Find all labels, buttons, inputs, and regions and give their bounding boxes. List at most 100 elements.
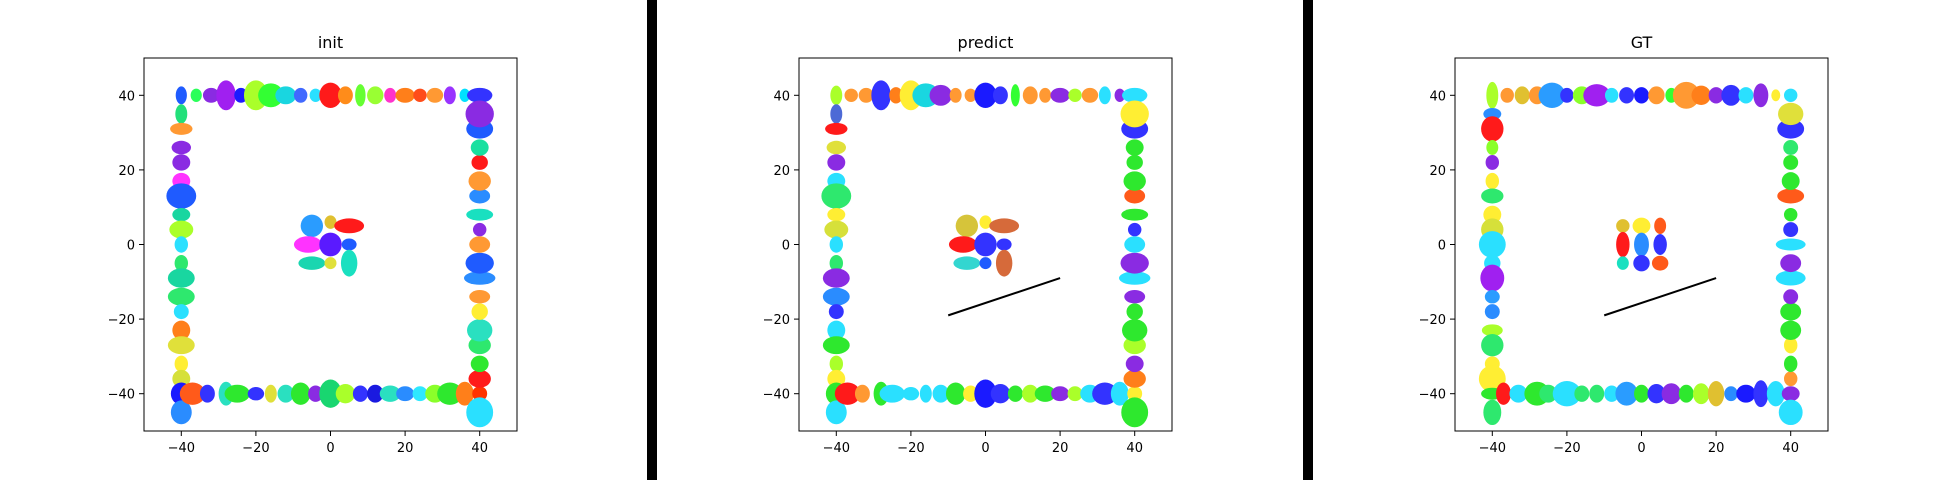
chart-title: init	[318, 33, 343, 52]
ellipse-mark-10	[974, 82, 997, 108]
ellipse-mark-68	[465, 252, 494, 274]
ellipse-mark-81	[948, 236, 978, 253]
ellipse-mark-48	[963, 385, 979, 402]
ellipse-mark-59	[1127, 386, 1143, 402]
ellipse-mark-71	[466, 208, 494, 221]
x-tick-label: −20	[897, 441, 924, 456]
ellipse-mark-27	[1483, 205, 1502, 224]
ellipse-mark-77	[1120, 100, 1149, 128]
x-tick-label: 20	[397, 441, 414, 456]
ellipse-mark-36	[174, 355, 189, 373]
ellipse-mark-68	[1780, 254, 1802, 273]
ellipse-mark-44	[902, 386, 920, 401]
ellipse-mark-15	[395, 87, 415, 103]
ellipse-mark-47	[290, 382, 311, 405]
x-tick-label: −20	[242, 441, 269, 456]
ellipse-mark-79	[1632, 217, 1651, 235]
x-tick-label: 20	[1708, 441, 1725, 456]
ellipse-mark-77	[1778, 102, 1804, 126]
ellipse-mark-33	[1484, 304, 1500, 320]
ellipse-mark-55	[412, 386, 428, 402]
ellipse-mark-43	[224, 384, 250, 403]
ellipse-mark-70	[1127, 222, 1142, 237]
ellipse-mark-55	[1067, 386, 1083, 402]
ellipse-mark-53	[1034, 385, 1056, 402]
ellipse-mark-7	[275, 86, 297, 105]
ellipse-mark-20	[1122, 87, 1148, 103]
ellipse-mark-9	[964, 88, 977, 103]
ellipse-mark-19	[459, 88, 471, 103]
ellipse-mark-7	[929, 84, 952, 106]
ellipse-mark-48	[1615, 381, 1638, 406]
ellipse-mark-5	[1560, 87, 1574, 103]
ellipse-mark-8	[1604, 87, 1619, 103]
ellipse-mark-47	[1604, 385, 1620, 402]
ellipse-mark-67	[464, 271, 496, 285]
ellipse-mark-61	[1783, 371, 1798, 387]
ellipse-mark-83	[1653, 234, 1667, 255]
ellipse-mark-24	[172, 154, 191, 171]
ellipse-mark-31	[167, 268, 195, 288]
plot-area	[821, 80, 1151, 428]
trajectory-line	[1603, 277, 1717, 317]
ellipse-mark-60	[1778, 399, 1803, 426]
ellipse-mark-3	[871, 80, 891, 111]
ellipse-mark-81	[1616, 231, 1630, 258]
ellipse-mark-1	[844, 88, 858, 103]
ellipse-mark-40	[179, 382, 206, 405]
ellipse-mark-57	[1092, 382, 1118, 405]
y-tick-label: 0	[782, 239, 790, 254]
ellipse-mark-11	[992, 86, 1008, 105]
ellipse-mark-13	[367, 86, 384, 105]
ellipse-mark-64	[1780, 320, 1802, 340]
ellipse-mark-33	[173, 304, 189, 320]
y-tick-label: 20	[1429, 164, 1446, 179]
ellipse-mark-66	[469, 290, 491, 304]
ellipse-mark-46	[932, 384, 949, 403]
ellipse-mark-1	[1500, 87, 1514, 103]
ellipse-mark-20	[1783, 88, 1798, 103]
ellipse-mark-55	[1724, 386, 1738, 402]
ellipse-mark-1	[190, 88, 202, 103]
ellipse-mark-62	[1125, 355, 1144, 373]
ellipse-mark-72	[469, 188, 491, 204]
ellipse-mark-58	[1110, 381, 1129, 406]
ellipse-mark-34	[1481, 324, 1503, 337]
ellipse-mark-51	[1007, 385, 1023, 402]
ellipse-mark-24	[1485, 154, 1500, 170]
ellipse-mark-29	[174, 236, 189, 253]
x-tick-label: 0	[981, 441, 989, 456]
ellipse-mark-82	[319, 232, 342, 257]
ellipse-mark-0	[830, 85, 843, 105]
ellipse-mark-35	[1481, 334, 1504, 357]
ellipse-mark-30	[174, 254, 189, 272]
ellipse-mark-37	[827, 369, 846, 388]
ellipse-mark-21	[175, 104, 188, 124]
ellipse-mark-79	[979, 215, 992, 229]
y-tick-label: 20	[773, 164, 790, 179]
y-tick-label: 40	[1429, 89, 1446, 104]
x-tick-label: 0	[326, 441, 334, 456]
ellipse-mark-25	[1485, 172, 1500, 190]
ellipse-mark-23	[826, 140, 846, 155]
ellipse-mark-85	[1633, 254, 1650, 272]
ellipse-mark-17	[426, 87, 444, 103]
ellipse-mark-39	[170, 400, 192, 425]
ellipse-mark-65	[1126, 303, 1143, 320]
ellipse-mark-53	[1692, 383, 1710, 405]
ellipse-mark-82	[974, 232, 997, 257]
ellipse-mark-58	[455, 381, 474, 406]
ellipse-mark-9	[309, 88, 322, 103]
ellipse-mark-48	[308, 385, 324, 402]
ellipse-mark-77	[465, 100, 494, 128]
ellipse-mark-47	[945, 382, 966, 405]
ellipse-mark-19	[1771, 89, 1781, 102]
ellipse-mark-21	[1483, 107, 1502, 120]
separator-bar-2	[1303, 0, 1313, 480]
ellipse-mark-64	[467, 319, 493, 342]
ellipse-mark-31	[822, 268, 850, 288]
ellipse-mark-65	[1780, 302, 1802, 321]
ellipse-mark-84	[953, 256, 981, 270]
ellipse-mark-64	[1122, 319, 1148, 342]
ellipse-mark-62	[1783, 355, 1798, 373]
